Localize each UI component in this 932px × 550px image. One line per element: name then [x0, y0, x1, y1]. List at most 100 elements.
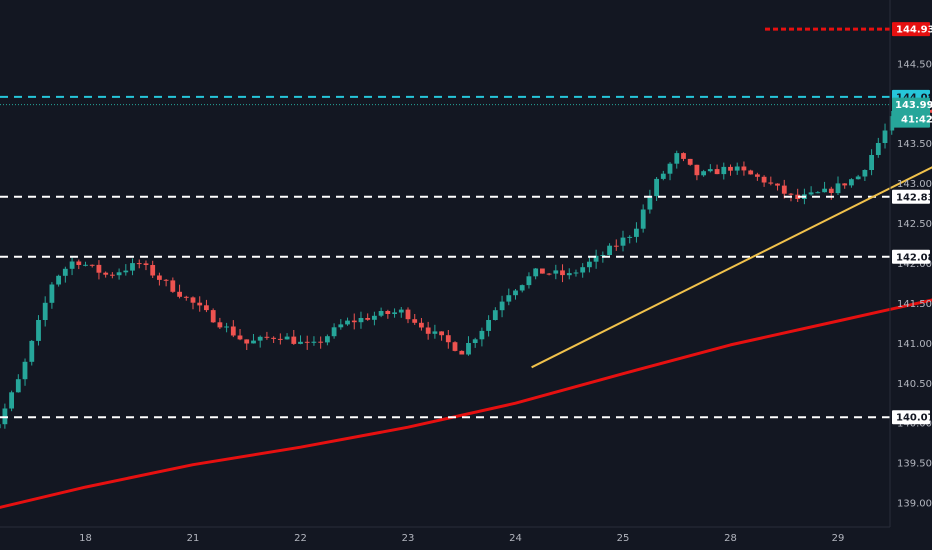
candle-body	[775, 183, 780, 186]
candle-body	[640, 209, 646, 229]
y-tick-label: 140.500	[897, 379, 932, 390]
candle	[768, 176, 774, 186]
candle-body	[42, 302, 48, 320]
candle	[230, 320, 236, 338]
candle-body	[15, 379, 21, 393]
x-tick-label: 21	[187, 533, 200, 544]
candle-body	[492, 310, 498, 320]
y-tick-label: 144.500	[897, 59, 932, 70]
x-tick-label: 18	[79, 533, 92, 544]
candle	[533, 268, 539, 280]
candle	[318, 336, 324, 349]
candle	[580, 263, 586, 278]
candle	[9, 390, 14, 412]
candle-body	[204, 305, 209, 311]
candle-body	[425, 327, 431, 334]
candle	[56, 274, 61, 287]
candle-body	[419, 322, 424, 328]
candle-body	[660, 173, 666, 179]
candle	[251, 334, 256, 344]
candle	[694, 164, 700, 181]
candle	[116, 268, 122, 280]
candle	[365, 313, 371, 321]
candle-body	[170, 280, 176, 292]
candle	[304, 335, 310, 350]
candle	[445, 330, 451, 349]
support-1-price-tag-label: 142.835	[896, 192, 932, 203]
candle	[338, 319, 344, 330]
candle	[412, 314, 418, 325]
candle-body	[103, 272, 109, 275]
candle-body	[452, 342, 458, 351]
last-price-tag: 143.990 41:42	[892, 97, 932, 128]
candle	[681, 152, 686, 162]
candle	[842, 183, 848, 189]
candle-body	[600, 255, 606, 256]
candle	[593, 249, 599, 269]
candle	[546, 273, 552, 276]
candle	[620, 230, 626, 252]
y-tick-label: 143.000	[897, 179, 932, 190]
candle	[835, 176, 841, 195]
candle-body	[157, 275, 162, 280]
candle	[566, 268, 572, 280]
candles-layer	[0, 97, 932, 429]
candle-body	[546, 273, 552, 275]
candle	[701, 169, 706, 177]
candle-body	[472, 339, 478, 343]
candle-body	[197, 302, 203, 306]
candle-body	[210, 310, 216, 323]
candle-body	[271, 337, 276, 339]
candle-body	[244, 339, 250, 344]
candle-body	[217, 322, 223, 328]
candle-body	[587, 261, 592, 268]
candle	[210, 308, 216, 323]
candle-body	[560, 270, 565, 276]
candle	[889, 111, 895, 135]
candle	[466, 336, 471, 356]
candle-body	[358, 318, 364, 323]
candle-body	[486, 320, 491, 331]
candle	[849, 178, 854, 188]
candle-body	[526, 276, 532, 286]
candle	[372, 311, 377, 326]
candle	[76, 259, 82, 270]
candle	[170, 277, 176, 293]
candle	[654, 177, 659, 201]
candle-body	[768, 182, 774, 184]
candle-body	[607, 245, 612, 255]
candle-body	[298, 341, 303, 344]
candle-body	[183, 296, 189, 298]
candle-body	[755, 174, 760, 177]
moving-average-line	[0, 298, 932, 509]
candle-body	[627, 236, 633, 238]
candle-body	[714, 169, 720, 175]
candle-body	[29, 340, 35, 362]
trendline[interactable]	[531, 56, 932, 369]
candle-body	[264, 336, 270, 338]
candle-body	[862, 170, 868, 177]
candle-body	[277, 338, 283, 340]
candle-body	[177, 291, 182, 297]
time-axis[interactable]: 18 21 22 23 24 25 28 29	[79, 533, 844, 544]
candle	[291, 330, 297, 345]
candle-body	[580, 267, 586, 273]
candle	[822, 181, 827, 193]
candle-body	[36, 320, 41, 341]
candle-body	[593, 255, 599, 262]
candle	[439, 331, 444, 341]
candle	[714, 164, 720, 175]
last-price-label: 143.990	[895, 100, 932, 111]
candle	[613, 239, 619, 251]
candle	[264, 331, 270, 340]
candle-body	[748, 170, 754, 175]
candle-body	[875, 143, 881, 155]
drawings-layer[interactable]	[531, 56, 932, 369]
candle	[479, 327, 485, 347]
candle	[587, 257, 592, 273]
y-tick-label: 143.500	[897, 139, 932, 150]
candle-body	[89, 264, 95, 266]
candle-body	[338, 324, 344, 328]
candle	[432, 324, 438, 339]
